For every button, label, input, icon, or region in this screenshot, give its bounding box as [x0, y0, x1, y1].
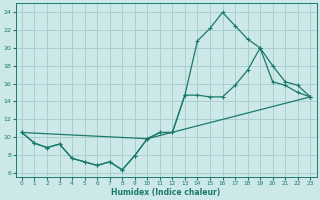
X-axis label: Humidex (Indice chaleur): Humidex (Indice chaleur) — [111, 188, 221, 197]
